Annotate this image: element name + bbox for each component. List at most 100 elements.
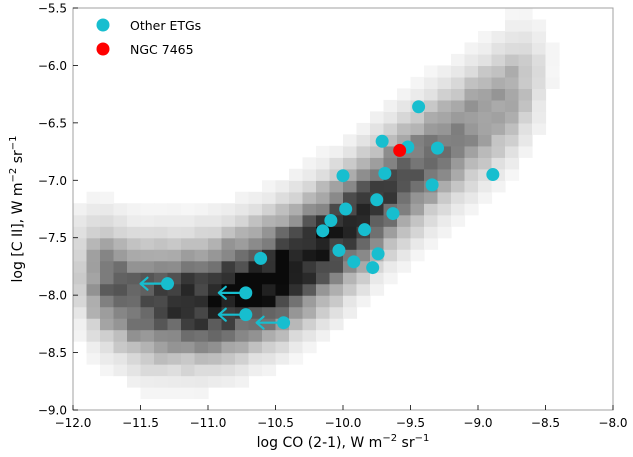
- density-cell: [275, 237, 290, 250]
- x-tick-label: −9.5: [396, 416, 425, 430]
- density-cell: [356, 203, 371, 216]
- density-cell: [194, 352, 209, 365]
- density-cell: [451, 134, 466, 147]
- density-cell: [289, 318, 304, 331]
- density-cell: [383, 272, 398, 285]
- density-cell: [464, 42, 479, 55]
- point-other-etg: [370, 193, 384, 207]
- density-cell: [356, 157, 371, 170]
- density-cell: [86, 260, 101, 273]
- density-cell: [424, 237, 439, 250]
- density-cell: [410, 237, 425, 250]
- density-cell: [275, 226, 290, 239]
- density-cell: [532, 122, 547, 135]
- density-cell: [86, 203, 101, 216]
- density-cell: [397, 99, 412, 112]
- density-cell: [86, 283, 101, 296]
- point-other-etg: [324, 213, 338, 227]
- density-cell: [100, 318, 115, 331]
- density-cell: [545, 42, 560, 55]
- density-cell: [221, 352, 236, 365]
- density-cell: [505, 134, 520, 147]
- density-cell: [194, 226, 209, 239]
- density-cell: [451, 157, 466, 170]
- density-cell: [113, 318, 128, 331]
- density-cell: [464, 53, 479, 67]
- density-cell: [424, 168, 439, 181]
- density-cell: [235, 341, 250, 354]
- density-cell: [167, 329, 182, 342]
- density-cell: [464, 203, 479, 216]
- density-cell: [100, 191, 115, 204]
- density-cell: [275, 341, 290, 354]
- density-cell: [181, 272, 196, 285]
- density-cell: [505, 53, 520, 67]
- density-cell: [235, 364, 250, 377]
- density-cell: [478, 145, 493, 158]
- density-cell: [505, 65, 520, 78]
- density-cell: [532, 88, 547, 101]
- density-cell: [289, 180, 304, 193]
- density-cell: [113, 272, 128, 285]
- density-cell: [181, 260, 196, 273]
- density-cell: [154, 260, 169, 273]
- y-tick-label: −8.5: [38, 346, 67, 360]
- density-cell: [262, 272, 277, 285]
- density-cell: [343, 180, 358, 193]
- density-cell: [235, 329, 250, 342]
- density-cell: [383, 260, 398, 273]
- density-cell: [262, 237, 277, 250]
- density-cell: [208, 214, 223, 227]
- density-cell: [491, 180, 506, 193]
- density-cell: [424, 214, 439, 227]
- density-cell: [167, 237, 182, 250]
- legend-label-other-etgs: Other ETGs: [130, 18, 201, 33]
- density-cell: [181, 387, 196, 400]
- density-cell: [491, 99, 506, 112]
- density-cell: [478, 99, 493, 112]
- density-cell: [208, 249, 223, 262]
- density-cell: [397, 180, 412, 193]
- density-cell: [289, 249, 304, 262]
- density-cell: [478, 42, 493, 55]
- density-cell: [208, 329, 223, 342]
- density-cell: [181, 306, 196, 319]
- density-cell: [289, 306, 304, 319]
- density-cell: [410, 157, 425, 170]
- y-axis-label: log [C II], W m−2 sr−1: [8, 135, 26, 282]
- density-cell: [410, 180, 425, 193]
- density-cell: [262, 295, 277, 308]
- density-cell: [208, 226, 223, 239]
- density-cell: [154, 226, 169, 239]
- density-cell: [100, 329, 115, 342]
- density-cell: [478, 88, 493, 101]
- density-cell: [127, 249, 142, 262]
- density-cell: [370, 237, 385, 250]
- density-cell: [86, 329, 101, 342]
- density-cell: [518, 122, 533, 135]
- density-cell: [262, 203, 277, 216]
- density-cell: [275, 306, 290, 319]
- density-cell: [221, 203, 236, 216]
- density-cell: [235, 352, 250, 365]
- density-cell: [221, 272, 236, 285]
- density-cell: [100, 352, 115, 365]
- density-cell: [356, 191, 371, 204]
- density-cell: [343, 214, 358, 227]
- density-cell: [221, 249, 236, 262]
- density-cell: [73, 249, 88, 262]
- density-cell: [316, 329, 331, 342]
- density-cell: [248, 341, 263, 354]
- density-cell: [167, 352, 182, 365]
- density-cell: [140, 203, 155, 216]
- density-cell: [329, 191, 344, 204]
- density-cell: [464, 145, 479, 158]
- density-cell: [424, 226, 439, 239]
- density-cell: [235, 226, 250, 239]
- density-cell: [410, 111, 425, 124]
- legend-label-ngc7465: NGC 7465: [130, 42, 194, 57]
- density-cell: [154, 352, 169, 365]
- density-cell: [518, 53, 533, 67]
- density-cell: [478, 157, 493, 170]
- density-cell: [464, 168, 479, 181]
